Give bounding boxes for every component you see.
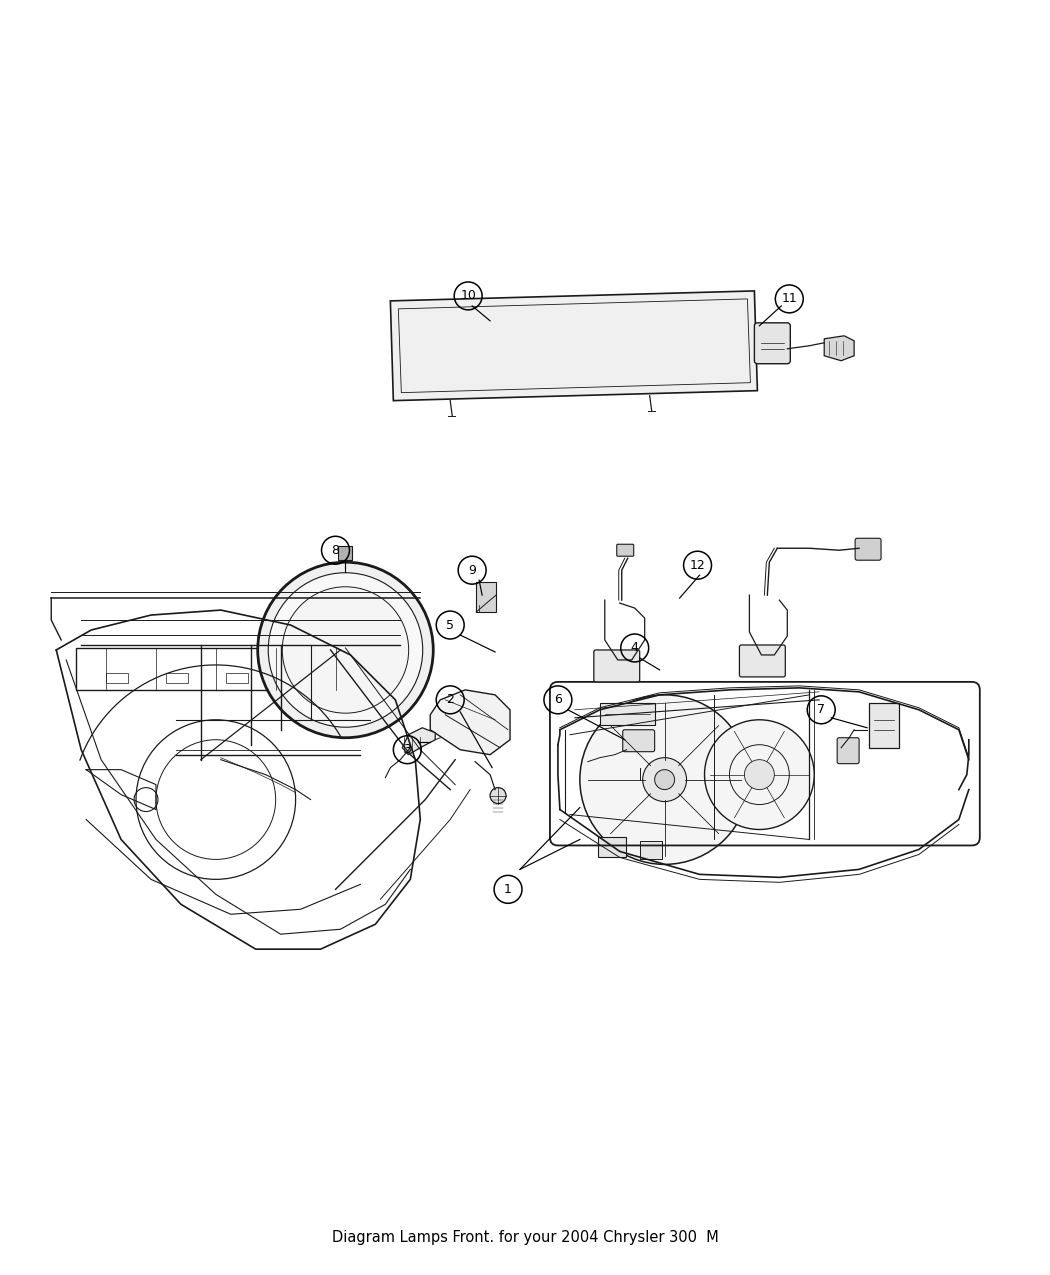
FancyBboxPatch shape [338,546,353,560]
FancyBboxPatch shape [600,703,654,724]
Circle shape [643,757,687,802]
Text: 9: 9 [468,564,476,576]
Circle shape [744,760,774,789]
Text: 3: 3 [403,743,412,756]
FancyBboxPatch shape [869,703,899,747]
Text: 2: 2 [446,694,455,706]
Circle shape [654,770,674,789]
FancyBboxPatch shape [623,729,654,752]
FancyBboxPatch shape [855,538,881,560]
Polygon shape [430,690,510,755]
Circle shape [268,572,423,727]
Circle shape [490,788,506,803]
Text: 12: 12 [690,558,706,571]
Text: 5: 5 [446,618,455,631]
Polygon shape [402,728,436,755]
Text: 11: 11 [781,292,797,306]
Text: 6: 6 [554,694,562,706]
FancyBboxPatch shape [594,650,639,682]
Circle shape [580,695,750,864]
FancyBboxPatch shape [476,583,496,612]
Circle shape [282,586,408,713]
FancyBboxPatch shape [754,323,791,363]
Text: Diagram Lamps Front. for your 2004 Chrysler 300  M: Diagram Lamps Front. for your 2004 Chrys… [332,1230,718,1246]
Text: 4: 4 [631,641,638,654]
FancyBboxPatch shape [616,544,634,556]
Text: 1: 1 [504,882,512,896]
Polygon shape [824,335,854,361]
Text: 7: 7 [817,704,825,717]
FancyBboxPatch shape [739,645,785,677]
Circle shape [257,562,434,738]
FancyBboxPatch shape [837,738,859,764]
Circle shape [705,720,814,830]
FancyBboxPatch shape [639,842,662,859]
Text: 8: 8 [332,543,339,557]
Text: 10: 10 [460,289,476,302]
Polygon shape [391,291,757,400]
FancyBboxPatch shape [597,838,626,857]
